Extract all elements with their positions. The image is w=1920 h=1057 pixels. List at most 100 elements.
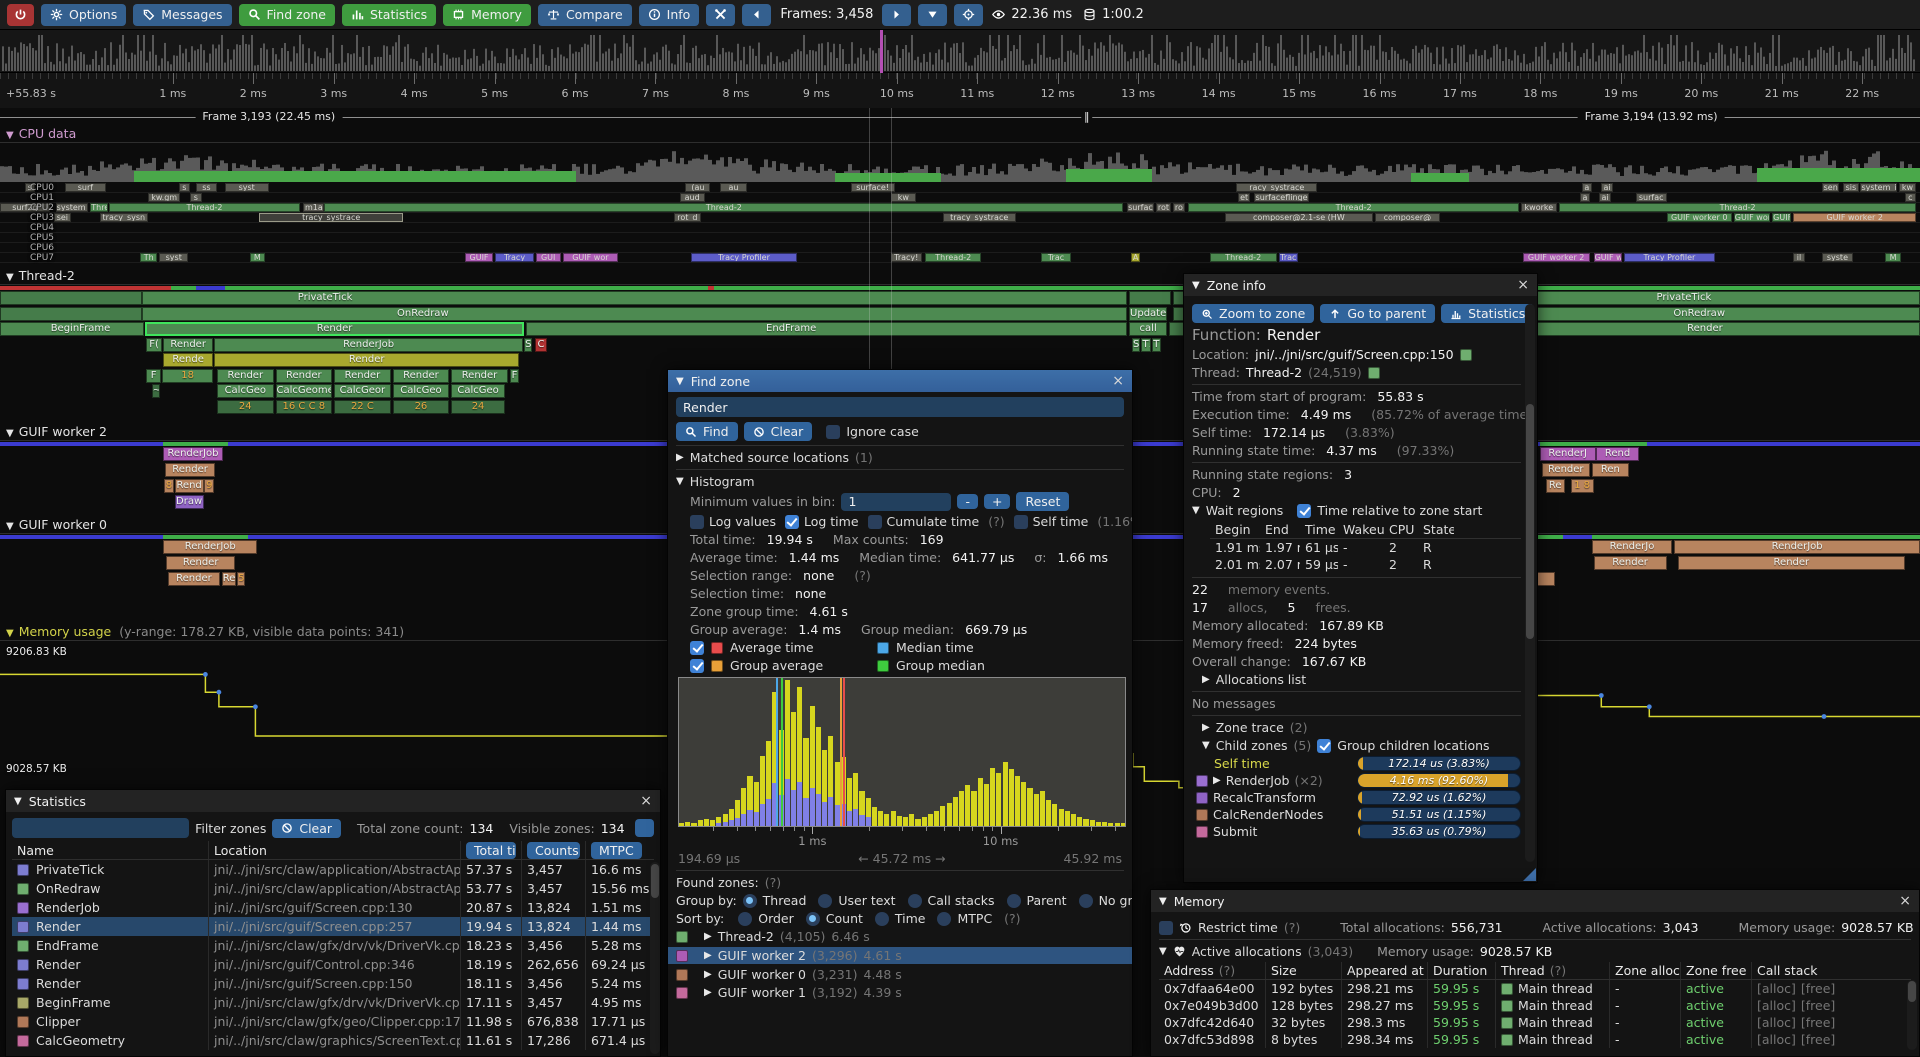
- column-header-mtpc[interactable]: MTPC: [585, 841, 652, 859]
- timeline-zone[interactable]: CalcGeor: [334, 384, 391, 398]
- found-zone-group[interactable]: ▶ GUIF worker 0 (3,231) 4.48 s: [676, 967, 1124, 982]
- radio-mtpc[interactable]: [937, 911, 952, 926]
- cpu-zone[interactable]: system se: [55, 203, 89, 212]
- timeline-zone[interactable]: F: [509, 368, 520, 383]
- timeline-zone[interactable]: T: [1152, 337, 1161, 352]
- cpu-row-cpu4[interactable]: CPU4: [0, 223, 1920, 233]
- cpu-zone[interactable]: m1a: [303, 203, 325, 212]
- cpu-zone[interactable]: et: [1238, 193, 1250, 202]
- collapse-arrow-icon[interactable]: ▼: [676, 476, 684, 487]
- cpu-zone[interactable]: tracy_systrace: [942, 213, 1016, 222]
- found-zone-group[interactable]: ▶ GUIF worker 1 (3,192) 4.39 s: [676, 985, 1124, 1000]
- close-icon[interactable]: ×: [640, 793, 652, 809]
- expand-arrow-icon[interactable]: ▶: [704, 987, 712, 998]
- allocation-row[interactable]: 0x7dfaa64e00 192 bytes 298.21 ms 59.95 s Mai…: [1159, 980, 1911, 997]
- find-button[interactable]: Find: [676, 422, 738, 441]
- child-zone-row[interactable]: Self time 172.14 us (3.83%): [1192, 756, 1521, 771]
- toolbar-button-info[interactable]: Info: [638, 3, 700, 26]
- timeline-zone[interactable]: Rend: [1596, 447, 1639, 461]
- timeline-zone[interactable]: 8: [164, 479, 174, 493]
- allocation-row[interactable]: 0x7dfc42d640 32 bytes 298.3 ms 59.95 s Main …: [1159, 1014, 1911, 1031]
- checkbox-log-values[interactable]: [690, 514, 704, 529]
- cpu-zone[interactable]: GUIF worker 2: [1793, 213, 1917, 222]
- toolbar-button-memory[interactable]: Memory: [443, 3, 531, 26]
- toolbar-button-messages[interactable]: Messages: [133, 3, 232, 26]
- cpu-data-header[interactable]: ▼ CPU data: [0, 126, 1920, 143]
- timeline-zone[interactable]: F(: [145, 337, 163, 352]
- cpu-zone[interactable]: GUIF wor: [562, 253, 619, 262]
- timeline-zone[interactable]: Render: [1678, 556, 1905, 570]
- timeline-zone[interactable]: T1: [1141, 337, 1152, 352]
- sort-column-pill[interactable]: Total tim: [466, 841, 516, 859]
- matched-source-locations[interactable]: ▶ Matched source locations (1): [676, 450, 1124, 465]
- toolbar-button-find-zone[interactable]: Find zone: [238, 3, 335, 26]
- cpu-zone[interactable]: il: [1793, 253, 1805, 262]
- child-zone-row[interactable]: CalcRenderNodes 51.51 us (1.15%): [1192, 807, 1521, 822]
- timeline-zone[interactable]: 26: [392, 399, 450, 414]
- cpu-zone[interactable]: Tracy Profiler: [1624, 253, 1715, 262]
- cpu-zone[interactable]: Thread-2: [1188, 203, 1519, 212]
- timeline-zone[interactable]: OnRedraw: [1480, 306, 1920, 321]
- timeline-zone[interactable]: 5: [237, 572, 245, 586]
- cpu-zone[interactable]: GUI: [535, 253, 561, 262]
- legend-checkbox[interactable]: [690, 640, 704, 655]
- allocation-row[interactable]: 0x7e049b3d00 128 bytes 298.27 ms 59.95 s Mai…: [1159, 997, 1911, 1014]
- expand-arrow-icon[interactable]: ▶: [676, 452, 684, 463]
- column-header-duration[interactable]: Duration: [1427, 962, 1495, 979]
- filter-input[interactable]: [12, 818, 190, 838]
- statistics-row[interactable]: OnRedraw jni/../jni/src/claw/application/…: [12, 879, 654, 898]
- checkbox-cumulate-time[interactable]: [867, 514, 882, 529]
- exit-button[interactable]: [7, 3, 34, 26]
- cpu-zone[interactable]: racy_systrace: [1236, 183, 1318, 192]
- cpu-zone[interactable]: ro: [1173, 203, 1185, 212]
- memory-titlebar[interactable]: ▼ Memory ×: [1151, 890, 1919, 912]
- restrict-time-checkbox[interactable]: [1159, 920, 1173, 935]
- cpu-zone[interactable]: Thread-2: [925, 253, 982, 262]
- timeline-zone[interactable]: call: [1128, 322, 1168, 336]
- timeline-zone[interactable]: 24: [216, 399, 274, 414]
- column-header-zone-free[interactable]: Zone free: [1680, 962, 1751, 979]
- checkbox-self-time[interactable]: [1013, 514, 1028, 529]
- timeline-zone[interactable]: 1 8: [1570, 479, 1594, 493]
- scrollbar-thumb[interactable]: [1908, 981, 1916, 1003]
- histogram-section-header[interactable]: ▼ Histogram: [676, 474, 1124, 489]
- statistics-row[interactable]: Render jni/../jni/src/guif/Control.cpp:34…: [12, 955, 654, 974]
- child-time-bar[interactable]: 172.14 us (3.83%): [1357, 756, 1521, 771]
- cpu-zone[interactable]: composer@: [1374, 213, 1440, 222]
- statistics-row[interactable]: Render jni/../jni/src/guif/Screen.cpp:150…: [12, 974, 654, 993]
- timeline-zone[interactable]: Render: [166, 556, 236, 570]
- timeline-zone[interactable]: Render: [451, 368, 508, 383]
- cpu-zone[interactable]: a: [1580, 193, 1590, 202]
- group-children-checkbox[interactable]: [1317, 738, 1332, 753]
- search-input[interactable]: Render: [676, 397, 1124, 417]
- cpu-zone[interactable]: kworke: [1520, 203, 1558, 212]
- frame-separator-row[interactable]: Frame 3,193 (22.45 ms) ‖ Frame 3,194 (13.9…: [0, 108, 1920, 126]
- find-zone-titlebar[interactable]: ▼ Find zone ×: [668, 370, 1132, 392]
- statistics-titlebar[interactable]: ▼ Statistics ×: [6, 790, 660, 812]
- cpu-zone[interactable]: GUIF: [464, 253, 494, 262]
- cpu-zone[interactable]: syst: [159, 253, 189, 262]
- frames-overview[interactable]: [0, 30, 1920, 73]
- cpu-zone[interactable]: system_is: [1860, 183, 1897, 192]
- timeline-zone[interactable]: [0, 306, 143, 321]
- close-icon[interactable]: ×: [1517, 277, 1529, 293]
- scrollbar[interactable]: [1907, 980, 1917, 1050]
- timeline-zone[interactable]: Render: [216, 368, 274, 383]
- expand-arrow-icon[interactable]: ▶: [1213, 775, 1221, 786]
- timeline-zone[interactable]: Render: [165, 463, 216, 477]
- column-header-address[interactable]: Address (?): [1159, 962, 1265, 979]
- cpu-zone[interactable]: Th: [140, 253, 158, 262]
- timeline-zone[interactable]: Render: [144, 322, 525, 336]
- cpu-zone[interactable]: s: [190, 193, 202, 202]
- timeline-zone[interactable]: RenderJ: [1539, 447, 1596, 461]
- column-header-zone-alloc[interactable]: Zone alloc: [1609, 962, 1680, 979]
- cpu-zone[interactable]: (au: [685, 183, 711, 192]
- scrollbar[interactable]: [650, 862, 660, 1054]
- cpu-zone[interactable]: GUIF w: [1772, 213, 1792, 222]
- column-header-size[interactable]: Size: [1265, 962, 1341, 979]
- cpu-zone[interactable]: c: [1904, 193, 1917, 202]
- expand-arrow-icon[interactable]: ▶: [704, 931, 712, 942]
- cpu-zone[interactable]: surfac: [1635, 193, 1667, 202]
- cpu-zone[interactable]: au: [720, 183, 747, 192]
- timeline-zone[interactable]: 16 C C 8: [275, 399, 333, 414]
